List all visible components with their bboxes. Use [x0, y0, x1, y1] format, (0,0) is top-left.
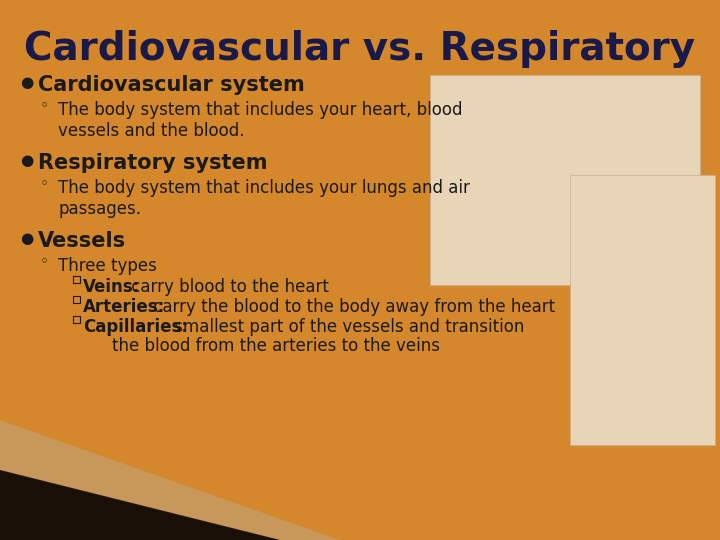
Text: Respiratory system: Respiratory system: [38, 153, 268, 173]
Text: Arteries:: Arteries:: [83, 298, 166, 316]
Text: ◦: ◦: [40, 254, 49, 269]
Polygon shape: [0, 470, 280, 540]
FancyBboxPatch shape: [430, 75, 700, 285]
Text: carry the blood to the body away from the heart: carry the blood to the body away from th…: [148, 298, 555, 316]
Text: Cardiovascular vs. Respiratory: Cardiovascular vs. Respiratory: [24, 30, 696, 68]
Text: Cardiovascular system: Cardiovascular system: [38, 75, 305, 95]
Polygon shape: [0, 420, 340, 540]
Bar: [73, 276, 80, 283]
Bar: [73, 296, 80, 303]
FancyBboxPatch shape: [570, 175, 715, 445]
Text: the blood from the arteries to the veins: the blood from the arteries to the veins: [91, 337, 440, 355]
Text: ◦: ◦: [40, 176, 49, 191]
Text: The body system that includes your heart, blood
vessels and the blood.: The body system that includes your heart…: [58, 101, 462, 140]
Text: ◦: ◦: [40, 98, 49, 113]
Text: Capillaries:: Capillaries:: [83, 318, 188, 336]
Text: ●: ●: [20, 75, 33, 90]
Text: ●: ●: [20, 153, 33, 168]
Bar: [73, 316, 80, 323]
Text: carry blood to the heart: carry blood to the heart: [126, 278, 329, 296]
Text: Vessels: Vessels: [38, 231, 126, 251]
Text: Three types: Three types: [58, 257, 157, 275]
Text: The body system that includes your lungs and air
passages.: The body system that includes your lungs…: [58, 179, 470, 218]
Text: ●: ●: [20, 231, 33, 246]
Text: smallest part of the vessels and transition: smallest part of the vessels and transit…: [169, 318, 525, 336]
Text: Veins:: Veins:: [83, 278, 140, 296]
